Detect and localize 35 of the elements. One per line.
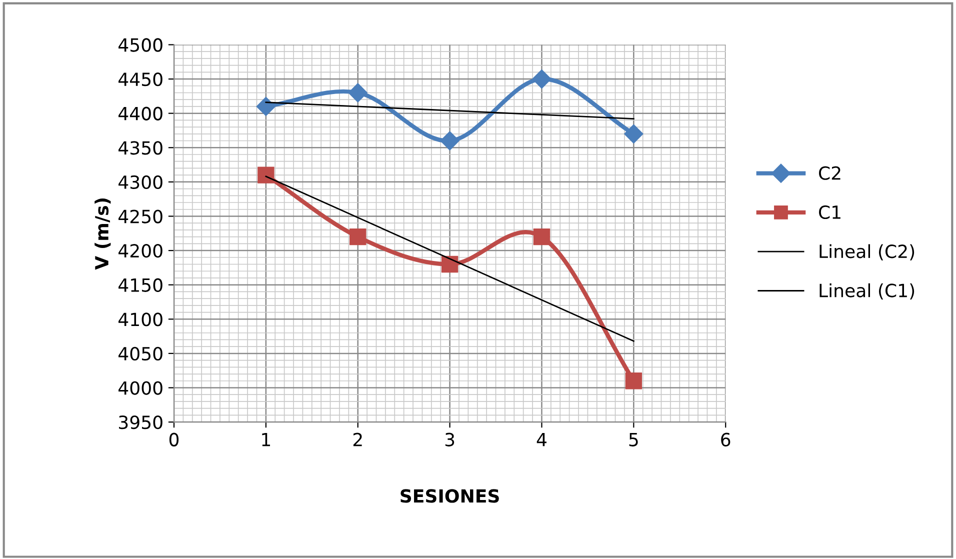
x-tick-label: 5 (629, 433, 638, 446)
x-tick-label: 4 (536, 433, 546, 446)
y-tick-label: 4050 (118, 346, 162, 361)
legend-label: C1 (819, 205, 840, 220)
x-tick-label: 0 (169, 432, 179, 446)
y-tick-label: 4350 (118, 141, 162, 155)
legend-label: Lineal (C1) (820, 283, 914, 300)
legend-label: C2 (819, 166, 840, 180)
y-tick-label: 4450 (118, 72, 162, 86)
point (441, 256, 458, 273)
y-tick-label: 4500 (118, 38, 162, 52)
y-axis-title: V (m/s) (94, 198, 111, 270)
y-tick-label: 4400 (118, 106, 162, 120)
point (440, 131, 460, 150)
y-tick-label: 4150 (118, 278, 162, 292)
point (625, 372, 642, 390)
y-tick-label: 4000 (118, 381, 162, 395)
point (350, 228, 366, 246)
y-tick-label: 4100 (118, 312, 162, 326)
point (532, 69, 552, 89)
y-tick-label: 3950 (119, 416, 162, 430)
point (533, 228, 550, 246)
legend-label: Lineal (C2) (820, 244, 914, 260)
y-tick-label: 4300 (118, 175, 162, 190)
point (624, 124, 644, 144)
point (348, 83, 368, 102)
y-tick-label: 4250 (118, 210, 162, 224)
x-tick-label: 2 (353, 432, 362, 446)
x-axis-title: SESIONES (400, 489, 499, 503)
y-tick-label: 4200 (118, 244, 162, 258)
point (256, 96, 276, 116)
x-tick-label: 6 (721, 432, 730, 446)
point (258, 166, 274, 184)
x-tick-label: 3 (445, 432, 454, 446)
x-tick-label: 1 (262, 433, 270, 446)
